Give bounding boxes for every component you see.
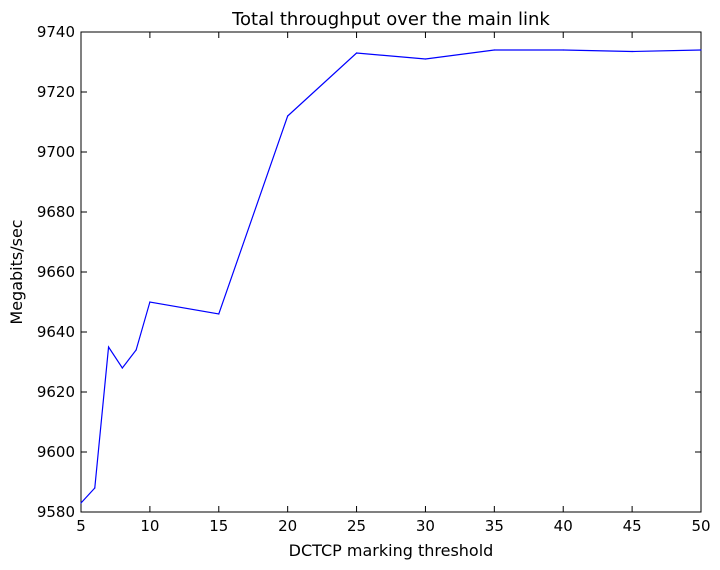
y-tick-label: 9720: [37, 83, 75, 101]
y-axis-label: Megabits/sec: [7, 219, 26, 324]
x-axis: 5 10 15 20 25 30 35 40 45 50: [76, 32, 711, 535]
data-point: [631, 50, 633, 53]
data-point: [80, 502, 82, 504]
y-tick-label: 9640: [37, 323, 75, 341]
data-point: [700, 49, 702, 51]
data-point: [135, 349, 137, 351]
series-layer: [80, 49, 702, 504]
y-axis: 9580 9600 9620 9640 9660 9680 9700 9720 9740: [37, 23, 701, 521]
chart-title: Total throughput over the main link: [231, 9, 550, 30]
data-point: [287, 115, 289, 117]
data-point: [149, 301, 151, 303]
data-point: [94, 487, 96, 489]
x-axis-label: DCTCP marking threshold: [289, 541, 494, 560]
data-point: [121, 367, 123, 369]
x-tick-label: 45: [623, 517, 642, 535]
plot-area: [80, 31, 702, 513]
y-tick-label: 9580: [37, 503, 75, 521]
y-tick-label: 9660: [37, 263, 75, 281]
series-line: [80, 49, 702, 504]
x-tick-label: 30: [416, 517, 435, 535]
x-tick-label: 15: [209, 517, 228, 535]
x-tick-label: 35: [485, 517, 504, 535]
x-tick-label: 50: [691, 517, 710, 535]
data-point: [355, 52, 358, 54]
y-tick-label: 9600: [37, 443, 75, 461]
x-tick-label: 20: [278, 517, 297, 535]
data-point: [218, 313, 220, 315]
y-tick-label: 9740: [37, 23, 75, 41]
x-tick-label: 40: [554, 517, 573, 535]
y-tick-label: 9700: [37, 143, 75, 161]
y-tick-label: 9680: [37, 203, 75, 221]
x-tick-label: 5: [76, 517, 86, 535]
x-tick-label: 25: [347, 517, 366, 535]
data-point: [107, 346, 110, 348]
data-point: [493, 49, 495, 51]
data-point: [424, 58, 427, 60]
x-tick-label: 10: [140, 517, 159, 535]
data-point: [562, 49, 564, 51]
y-tick-label: 9620: [37, 383, 75, 401]
